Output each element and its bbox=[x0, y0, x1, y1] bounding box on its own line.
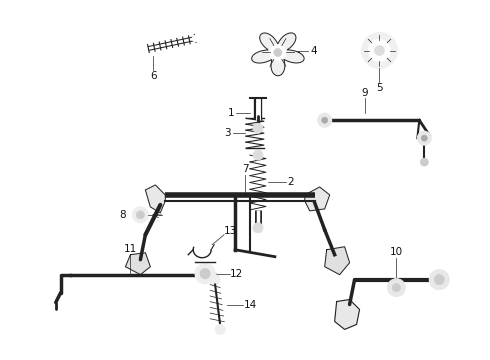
Text: 3: 3 bbox=[224, 128, 230, 138]
Text: 6: 6 bbox=[150, 71, 157, 81]
Circle shape bbox=[192, 36, 198, 41]
Text: 8: 8 bbox=[119, 210, 126, 220]
Text: 10: 10 bbox=[390, 247, 403, 257]
Circle shape bbox=[253, 223, 263, 233]
Text: 7: 7 bbox=[242, 164, 248, 174]
Circle shape bbox=[421, 135, 427, 141]
Circle shape bbox=[210, 275, 220, 285]
Polygon shape bbox=[305, 187, 330, 211]
Text: 13: 13 bbox=[223, 226, 237, 236]
Polygon shape bbox=[146, 185, 165, 213]
Text: 2: 2 bbox=[288, 177, 294, 188]
Circle shape bbox=[322, 117, 328, 123]
Circle shape bbox=[253, 150, 263, 160]
Text: 9: 9 bbox=[361, 88, 368, 98]
Polygon shape bbox=[125, 253, 150, 275]
Circle shape bbox=[417, 131, 431, 145]
Circle shape bbox=[388, 279, 405, 297]
Polygon shape bbox=[252, 33, 304, 76]
Polygon shape bbox=[325, 247, 349, 275]
Circle shape bbox=[136, 211, 145, 219]
Circle shape bbox=[434, 275, 444, 285]
Circle shape bbox=[195, 264, 215, 284]
Circle shape bbox=[200, 269, 210, 279]
Text: 4: 4 bbox=[311, 45, 317, 55]
Circle shape bbox=[362, 32, 397, 68]
Text: 5: 5 bbox=[376, 84, 383, 93]
Circle shape bbox=[215, 324, 225, 334]
Circle shape bbox=[368, 40, 391, 62]
Text: 14: 14 bbox=[244, 300, 257, 310]
Circle shape bbox=[392, 284, 400, 292]
Circle shape bbox=[318, 113, 332, 127]
Text: 1: 1 bbox=[228, 108, 234, 118]
Circle shape bbox=[429, 270, 449, 289]
Text: 12: 12 bbox=[229, 269, 243, 279]
Circle shape bbox=[270, 45, 286, 60]
Circle shape bbox=[374, 45, 385, 55]
Circle shape bbox=[420, 158, 428, 166]
Circle shape bbox=[274, 49, 282, 57]
Circle shape bbox=[253, 123, 263, 133]
Polygon shape bbox=[335, 300, 360, 329]
Circle shape bbox=[132, 207, 148, 223]
Text: 11: 11 bbox=[124, 244, 137, 254]
